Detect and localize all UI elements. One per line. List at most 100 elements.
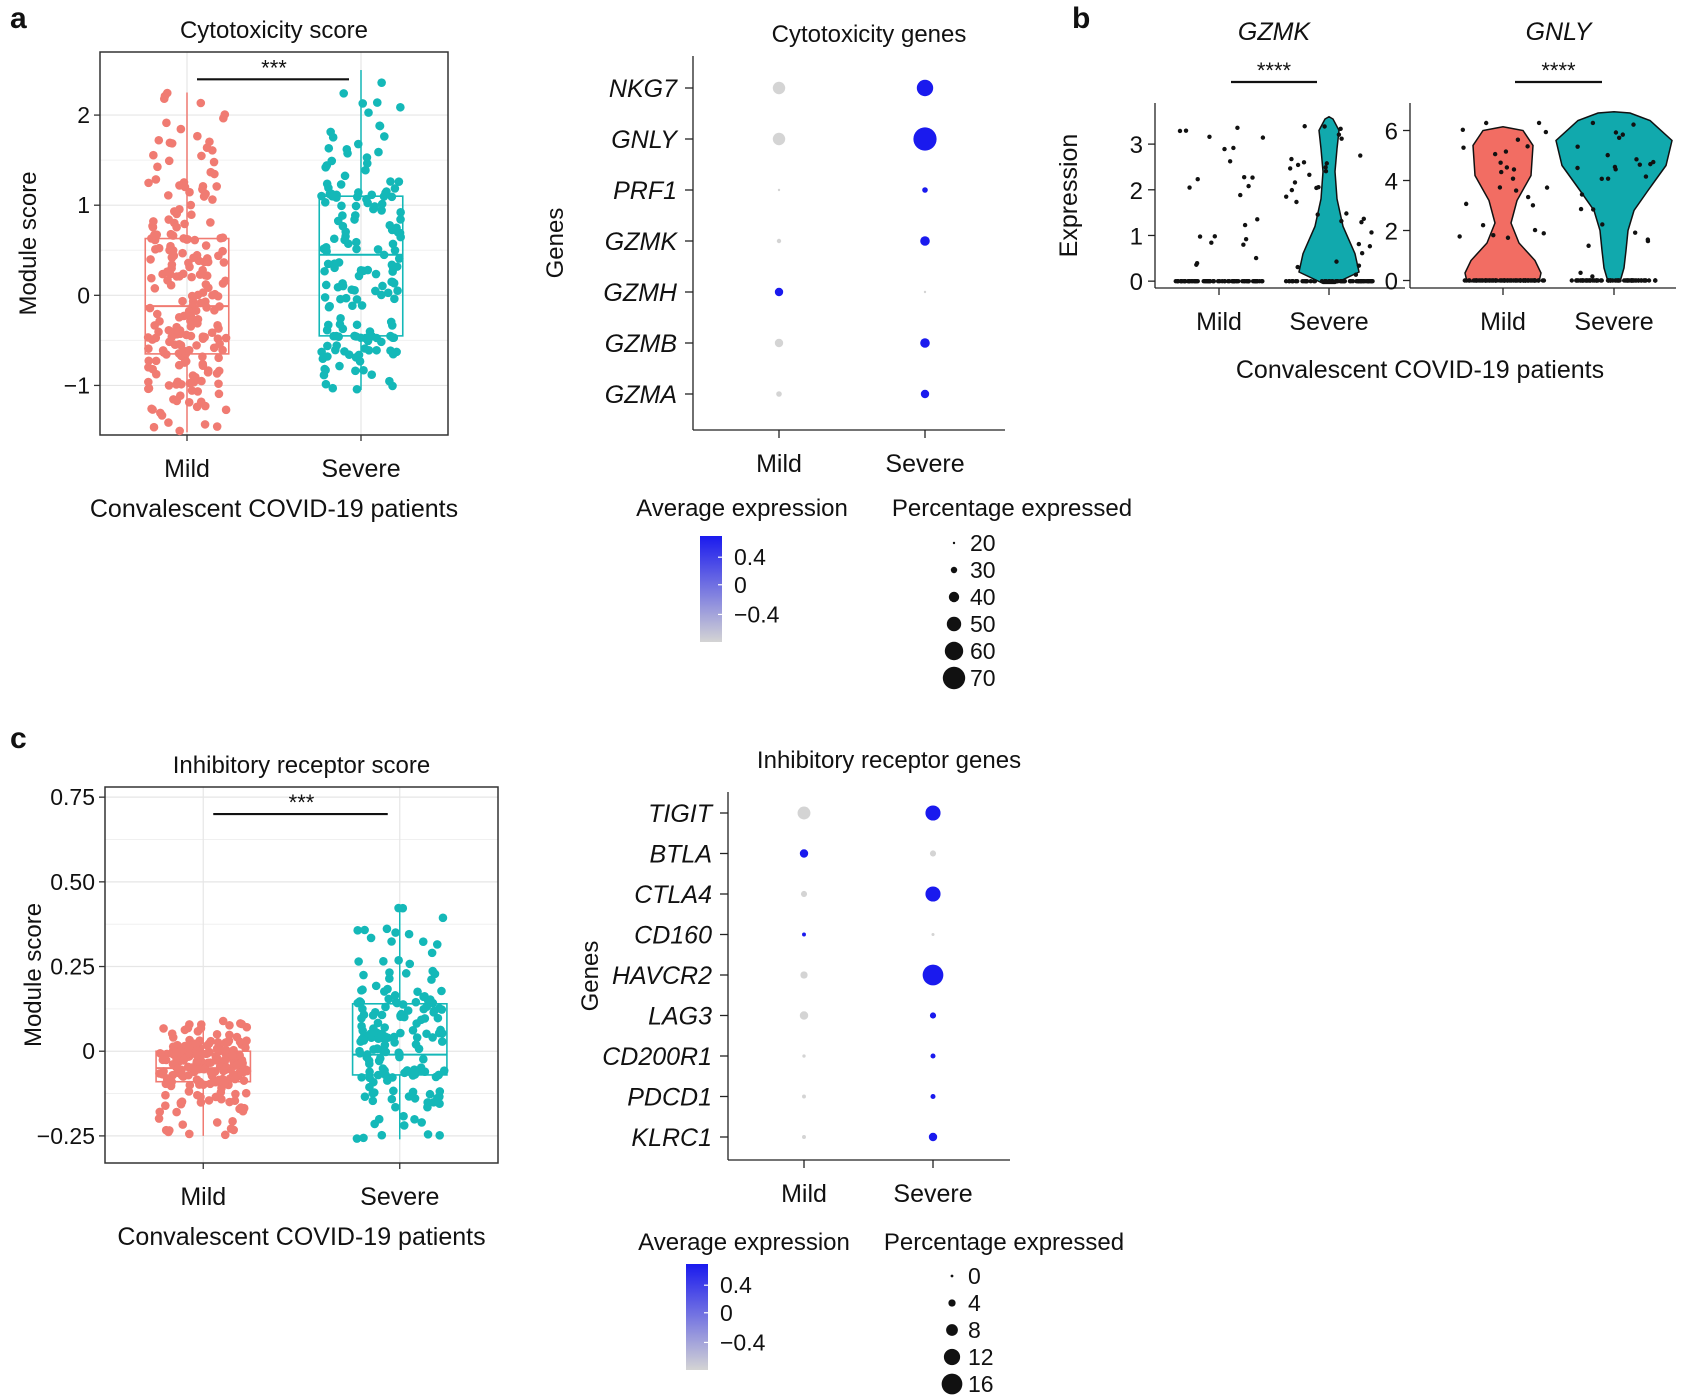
data-point bbox=[1246, 183, 1251, 189]
data-point bbox=[208, 195, 217, 204]
data-point bbox=[162, 350, 171, 359]
data-point bbox=[217, 1094, 226, 1104]
data-point bbox=[432, 940, 442, 949]
data-point bbox=[196, 298, 206, 308]
data-point bbox=[216, 1087, 226, 1097]
data-point bbox=[396, 1028, 405, 1038]
legend-size-title: Percentage expressed bbox=[892, 495, 1132, 522]
data-point bbox=[209, 157, 219, 167]
data-point bbox=[401, 969, 411, 978]
data-point bbox=[180, 1025, 190, 1035]
data-point bbox=[196, 1024, 206, 1033]
chart-title: GZMK bbox=[1238, 18, 1312, 46]
data-point bbox=[1575, 144, 1580, 149]
data-point bbox=[371, 269, 381, 279]
data-point bbox=[1203, 278, 1208, 284]
data-point bbox=[378, 281, 387, 291]
legend-size-dot bbox=[946, 616, 962, 632]
data-point bbox=[387, 192, 397, 202]
data-point bbox=[149, 422, 159, 432]
data-point bbox=[1637, 162, 1643, 167]
data-point bbox=[1294, 278, 1300, 284]
data-point bbox=[1339, 218, 1344, 224]
data-point bbox=[1598, 278, 1604, 283]
data-point bbox=[201, 1049, 211, 1059]
data-point bbox=[379, 957, 388, 966]
data-point bbox=[214, 324, 223, 333]
data-point bbox=[1231, 145, 1236, 151]
data-point bbox=[212, 182, 221, 191]
dot-gzmb-mild bbox=[774, 338, 784, 348]
data-point bbox=[187, 210, 196, 220]
data-point bbox=[197, 376, 206, 386]
data-point bbox=[377, 199, 387, 209]
data-point bbox=[408, 1026, 418, 1035]
data-point bbox=[157, 411, 167, 420]
data-point bbox=[341, 293, 351, 303]
data-point bbox=[1190, 278, 1195, 284]
data-point bbox=[360, 925, 369, 935]
data-point bbox=[351, 366, 360, 376]
significance-label: **** bbox=[1257, 58, 1292, 83]
data-point bbox=[225, 1097, 234, 1107]
data-point bbox=[202, 303, 211, 312]
data-point bbox=[354, 957, 363, 966]
data-point bbox=[191, 306, 201, 316]
data-point bbox=[206, 1068, 216, 1077]
data-point bbox=[151, 333, 161, 343]
data-point bbox=[1515, 137, 1521, 142]
data-point bbox=[166, 280, 176, 290]
data-point bbox=[1541, 231, 1546, 236]
data-point bbox=[355, 1046, 364, 1056]
data-point bbox=[151, 356, 161, 366]
data-point bbox=[394, 177, 404, 186]
data-point bbox=[398, 903, 408, 913]
data-point bbox=[192, 1075, 202, 1084]
data-point bbox=[1590, 120, 1596, 126]
legend-size-label: 16 bbox=[968, 1371, 994, 1395]
data-point bbox=[1197, 234, 1203, 239]
data-point bbox=[160, 91, 170, 101]
data-point bbox=[208, 146, 217, 155]
data-point bbox=[231, 1089, 240, 1099]
data-point bbox=[187, 1063, 196, 1072]
data-point bbox=[1359, 219, 1364, 225]
legend-color-tick-label: −0.4 bbox=[734, 601, 780, 627]
data-point bbox=[186, 331, 196, 341]
data-point bbox=[155, 1048, 165, 1058]
data-point bbox=[324, 302, 334, 312]
data-point bbox=[241, 1088, 251, 1098]
data-point bbox=[1631, 122, 1636, 127]
data-point bbox=[151, 175, 161, 184]
data-point bbox=[1356, 241, 1362, 247]
data-point bbox=[1243, 236, 1249, 242]
data-point bbox=[192, 1050, 202, 1060]
legend-size-label: 70 bbox=[970, 665, 996, 691]
legend-size-label: 40 bbox=[970, 584, 996, 610]
data-point bbox=[198, 361, 208, 370]
data-point bbox=[174, 360, 184, 370]
data-point bbox=[1186, 278, 1191, 284]
data-point bbox=[1334, 259, 1339, 264]
data-point bbox=[338, 221, 348, 231]
data-point bbox=[337, 201, 346, 211]
x-tick-label: Severe bbox=[885, 450, 964, 478]
data-point bbox=[359, 970, 368, 980]
data-point bbox=[365, 1067, 374, 1077]
data-point bbox=[1578, 206, 1584, 212]
data-point bbox=[412, 1019, 421, 1028]
dot-prf1-severe bbox=[922, 187, 928, 193]
x-axis-label: Convalescent COVID-19 patients bbox=[90, 495, 458, 523]
data-point bbox=[198, 334, 208, 343]
data-point bbox=[150, 284, 160, 293]
y-tick-label: 0 bbox=[77, 282, 90, 308]
data-point bbox=[321, 379, 331, 389]
data-point bbox=[197, 151, 206, 161]
data-point bbox=[155, 317, 164, 326]
dot-nkg7-mild bbox=[772, 81, 786, 95]
data-point bbox=[357, 301, 367, 310]
chart-title: Inhibitory receptor genes bbox=[757, 747, 1021, 774]
legend-size-dot bbox=[948, 591, 960, 603]
data-point bbox=[220, 110, 230, 119]
data-point bbox=[385, 974, 394, 983]
